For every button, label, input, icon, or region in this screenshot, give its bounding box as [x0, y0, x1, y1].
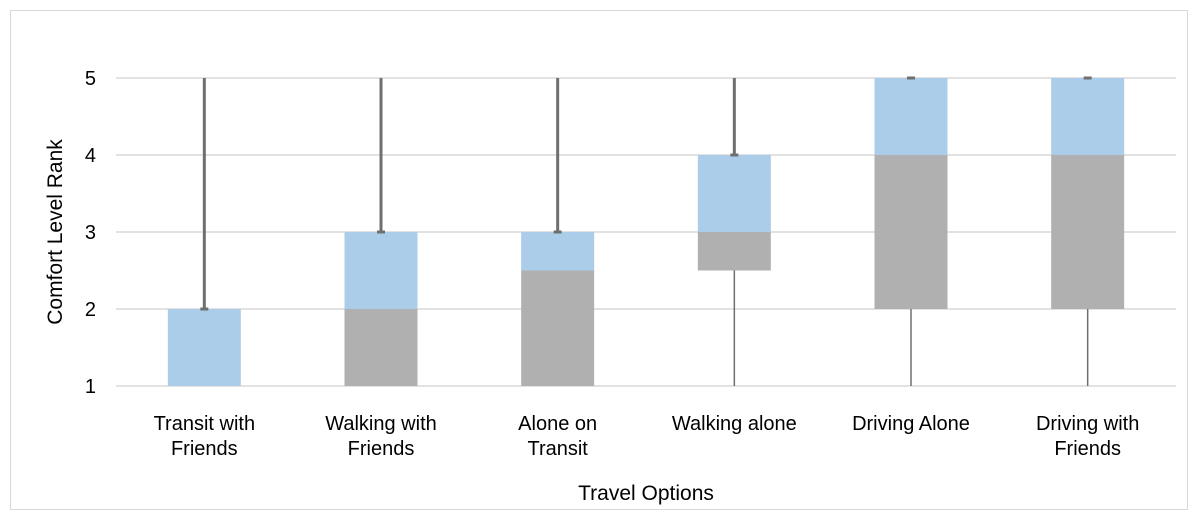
x-axis-title: Travel Options [578, 482, 714, 505]
box-lower-segment [874, 155, 948, 309]
y-tick-label: 1 [85, 376, 96, 398]
category-label: Transit [527, 438, 588, 460]
category-label: Friends [348, 438, 415, 460]
y-tick-label: 5 [85, 68, 96, 90]
box-lower-segment [521, 270, 595, 386]
box-lower-segment [697, 232, 771, 271]
category-label: Driving with [1036, 413, 1139, 435]
category-labels: Transit with Friends Walking with Friends Al… [154, 413, 1140, 460]
box-upper-segment [521, 232, 595, 271]
category-label: Transit with [154, 413, 256, 435]
category-label: Alone on [518, 413, 597, 435]
category-label: Walking alone [672, 413, 797, 435]
box-upper-segment [874, 78, 948, 155]
category-label: Walking with [325, 413, 437, 435]
y-tick-labels: 1 2 3 4 5 [85, 68, 96, 398]
box-upper-segment [167, 309, 241, 386]
category-label: Driving Alone [852, 413, 970, 435]
category-label: Friends [171, 438, 238, 460]
box-upper-segment [1051, 78, 1125, 155]
gridlines [116, 77, 1176, 387]
y-axis-title: Comfort Level Rank [44, 139, 67, 325]
box-upper-segment [344, 232, 418, 309]
box-upper-segment [697, 155, 771, 232]
chart-frame [10, 10, 1188, 510]
y-tick-label: 4 [85, 145, 96, 167]
y-tick-label: 3 [85, 222, 96, 244]
y-tick-label: 2 [85, 299, 96, 321]
box-series [167, 76, 1125, 386]
category-label: Friends [1054, 438, 1121, 460]
box-lower-segment [1051, 155, 1125, 309]
box-lower-segment [344, 309, 418, 386]
